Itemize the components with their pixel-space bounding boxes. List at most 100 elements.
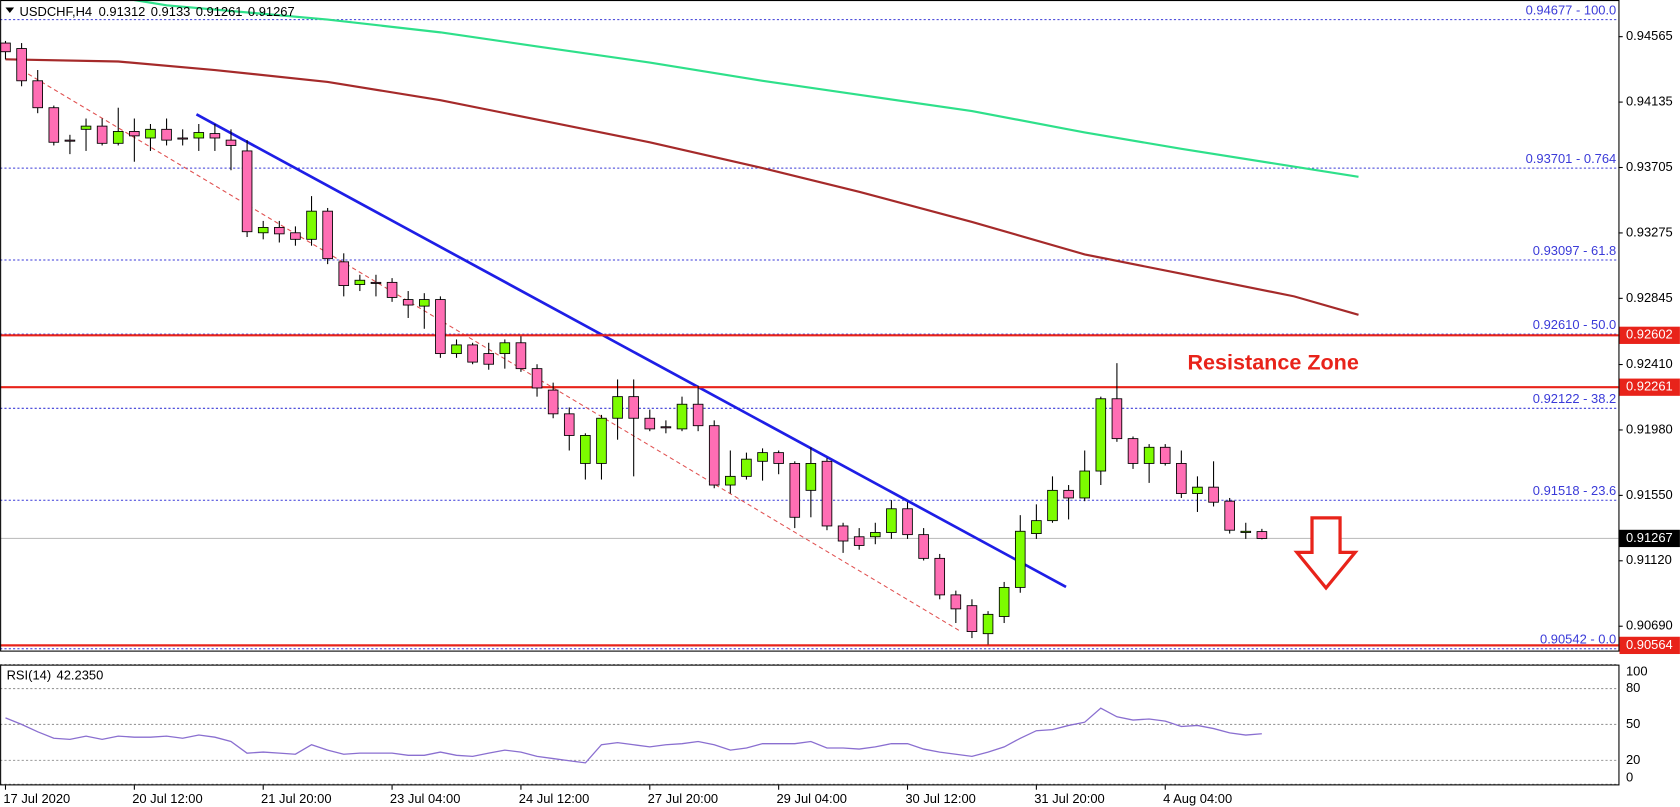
candle-body [660, 426, 672, 429]
x-tick-label: 24 Jul 12:00 [519, 791, 590, 806]
candle-body [129, 131, 140, 137]
candle-body [290, 232, 301, 240]
candle-body [982, 613, 994, 635]
moving-average [134, 0, 1359, 178]
y-tick-label: 0.93705 [1626, 159, 1673, 174]
ohlc-close: 0.91267 [248, 4, 295, 19]
y-tick-label: 0.94565 [1626, 28, 1673, 43]
candle-body [145, 128, 156, 139]
candle-body [612, 396, 623, 419]
x-tick-label: 17 Jul 2020 [3, 791, 70, 806]
candle-body [274, 227, 285, 235]
candle-body [1079, 470, 1090, 499]
menu-triangle [5, 7, 15, 13]
candle-body [257, 227, 269, 234]
candle-body [209, 133, 221, 139]
y-tick-label: 0.92845 [1626, 290, 1673, 305]
fib-label: 0.90542 - 0.0 [1540, 632, 1616, 647]
candle-body [757, 452, 768, 462]
candle-body [177, 137, 188, 140]
candle-body [773, 452, 784, 464]
candle-body [64, 139, 76, 142]
candle-body [419, 299, 430, 307]
candle-body [998, 586, 1010, 617]
y-tick-label: 0.90690 [1626, 618, 1673, 633]
candle-body [886, 508, 897, 533]
candle-body [80, 125, 92, 130]
rsi-tick-label: 80 [1626, 680, 1640, 695]
rsi-line [5, 707, 1262, 764]
candle-body [32, 80, 43, 109]
y-tick-label: 0.94135 [1626, 94, 1673, 109]
candle-body [193, 132, 205, 139]
header: USDCHF,H4 0.91312 0.9133 0.91261 0.91267 [20, 4, 295, 19]
candle-body [1014, 530, 1026, 588]
y-tick-label: 0.92410 [1626, 356, 1673, 371]
rsi-tick-label: 50 [1626, 716, 1640, 731]
candle-body [1031, 520, 1042, 534]
candle-body [306, 210, 317, 240]
candle-body [531, 368, 543, 389]
rsi-tick-label: 20 [1626, 752, 1640, 767]
trend-line [195, 113, 1067, 589]
ohlc-high: 0.9133 [151, 4, 191, 19]
candle-body [789, 462, 801, 518]
ohlc-low: 0.91261 [196, 4, 243, 19]
candle-body [1224, 500, 1235, 531]
candle-body [966, 605, 978, 632]
y-tick-label: 0.93275 [1626, 224, 1673, 239]
candle-body [628, 396, 639, 419]
candle-body [918, 534, 929, 559]
candle-body [1240, 530, 1252, 533]
candle-body [96, 125, 108, 144]
candle-body [1111, 398, 1123, 440]
x-tick-label: 27 Jul 20:00 [648, 791, 719, 806]
candle-body [161, 128, 172, 141]
candle-body [322, 210, 333, 260]
current-price-box [1619, 529, 1680, 548]
rsi-frame [0, 664, 1620, 786]
level-label: 0.92261 [1626, 379, 1673, 394]
x-tick-label: 20 Jul 12:00 [132, 791, 203, 806]
candle-body [853, 536, 865, 546]
fib-label: 0.93097 - 61.8 [1533, 243, 1616, 258]
channel-line [21, 69, 961, 632]
candle-body [676, 403, 688, 430]
candle-body [596, 417, 607, 464]
x-tick-label: 23 Jul 04:00 [390, 791, 461, 806]
candle-body [225, 139, 237, 146]
candle-body [1143, 446, 1155, 464]
fib-label: 0.93701 - 0.764 [1526, 151, 1617, 166]
fib-label: 0.91518 - 23.6 [1533, 483, 1616, 498]
current-price-label: 0.91267 [1626, 530, 1673, 545]
y-tick-label: 0.91550 [1626, 487, 1673, 502]
candle-body [1256, 531, 1268, 539]
main-frame [0, 0, 1620, 652]
candle-body [370, 281, 382, 284]
candle-body [1127, 438, 1139, 464]
candle-body [402, 299, 414, 306]
x-tick-label: 30 Jul 12:00 [905, 791, 975, 806]
symbol: USDCHF,H4 [20, 4, 93, 19]
candle-body [1159, 446, 1171, 464]
down-arrow [1293, 516, 1359, 591]
annotation: Resistance Zone [1187, 349, 1358, 374]
plot-marks [0, 40, 1619, 764]
y-tick-label: 0.91980 [1626, 421, 1673, 436]
candle-body [16, 48, 27, 82]
candle-body [708, 425, 720, 486]
rsi-tick-label: 100 [1626, 664, 1648, 679]
candle-body [435, 299, 446, 355]
candle-body [870, 532, 881, 538]
fib-label: 0.94677 - 100.0 [1526, 2, 1617, 17]
level-box [1619, 378, 1680, 396]
candle-body [386, 281, 398, 298]
candle-body [354, 279, 366, 285]
x-tick-label: 21 Jul 20:00 [261, 791, 332, 806]
candle-body [1047, 489, 1058, 522]
fib-label: 0.92610 - 50.0 [1533, 317, 1616, 332]
candle-body [950, 594, 962, 610]
